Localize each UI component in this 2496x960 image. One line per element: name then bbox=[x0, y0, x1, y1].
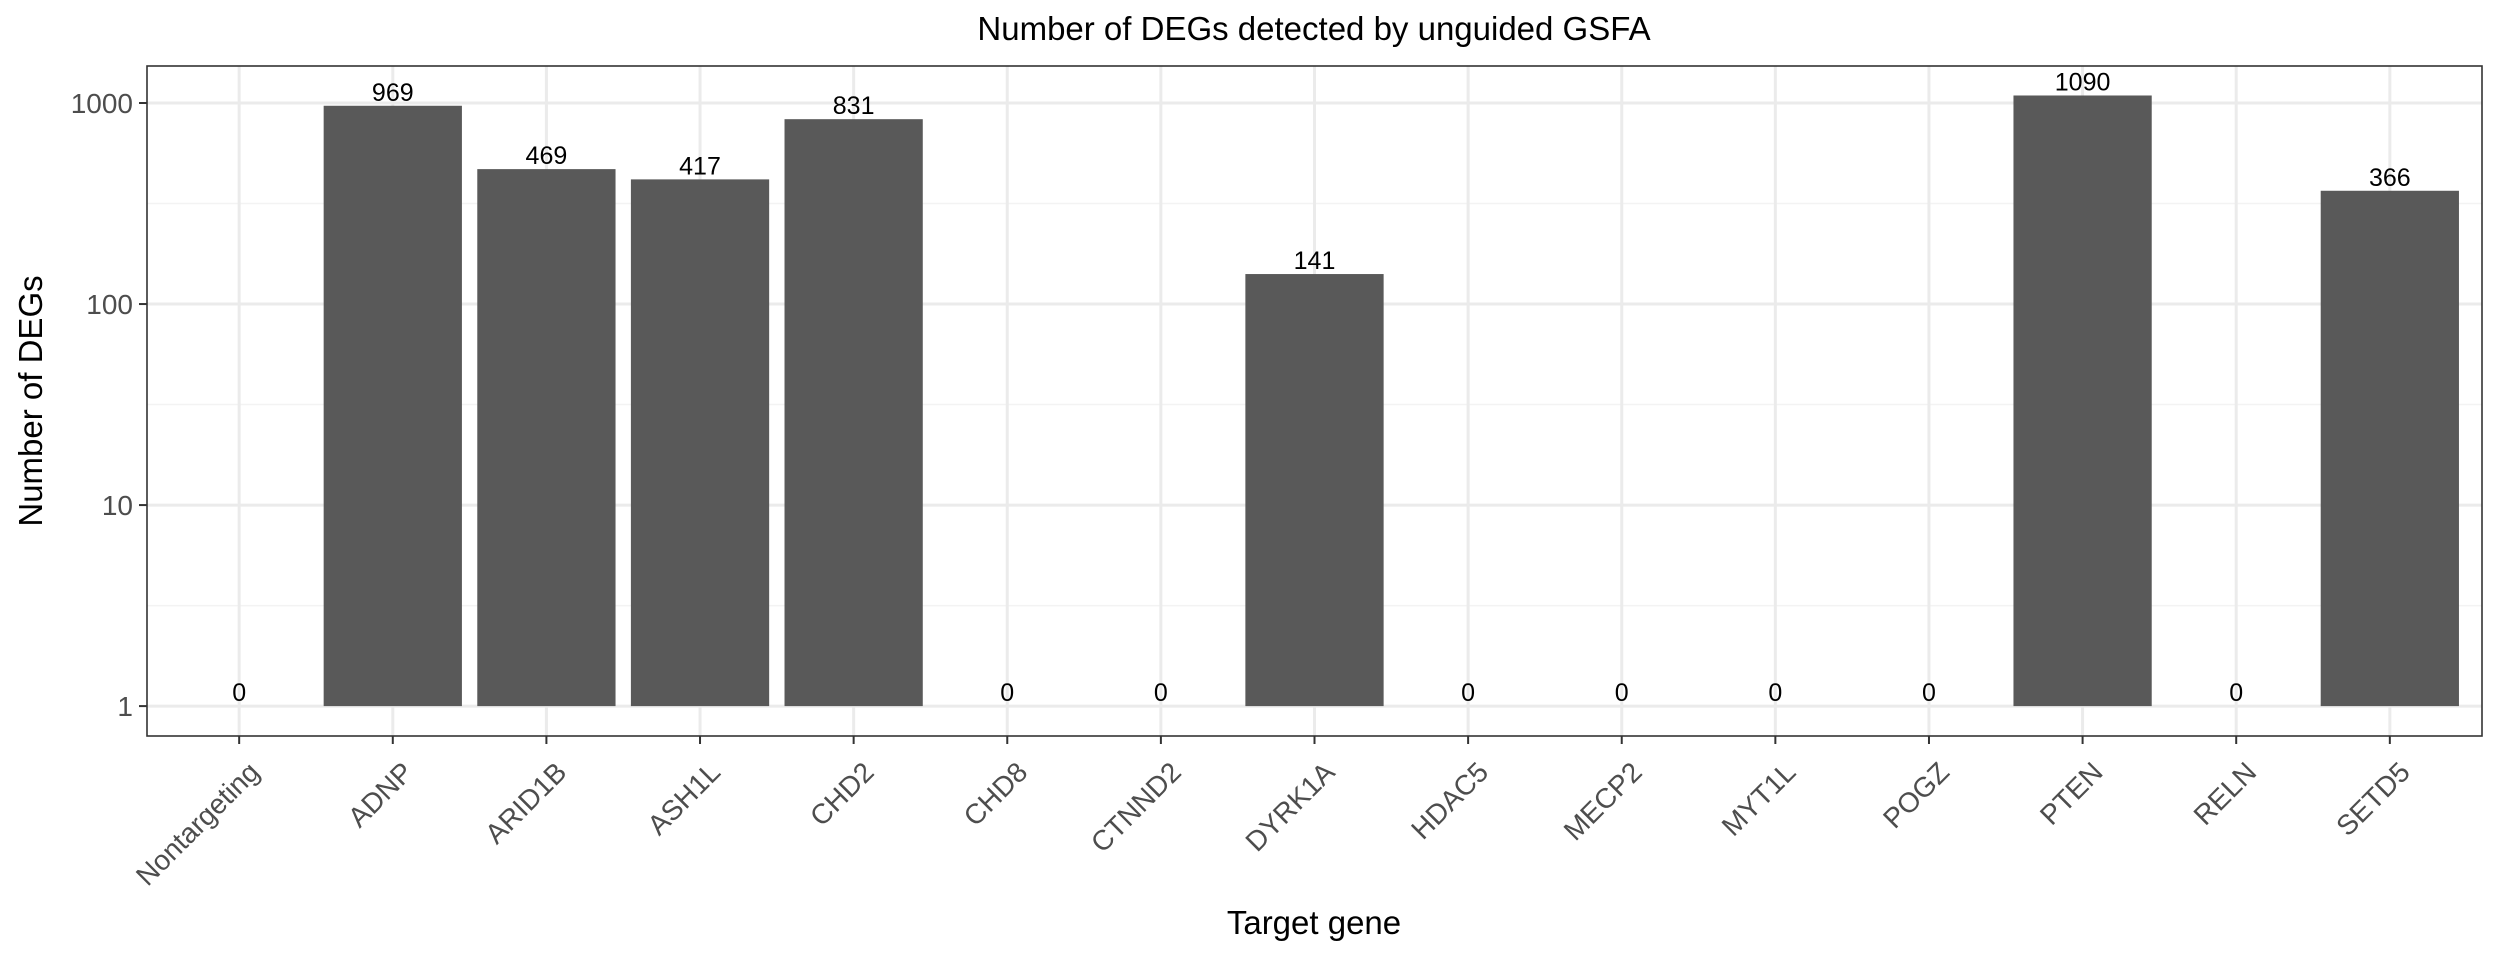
chart-title: Number of DEGs detected by unguided GSFA bbox=[977, 10, 1650, 47]
x-tick-label: HDAC5 bbox=[1405, 756, 1494, 845]
x-axis-title: Target gene bbox=[1227, 904, 1401, 941]
y-tick-label: 10 bbox=[102, 490, 133, 521]
data-label: 417 bbox=[679, 152, 721, 180]
data-label: 0 bbox=[1615, 679, 1629, 707]
data-label: 0 bbox=[1922, 679, 1936, 707]
x-tick-label: CHD2 bbox=[804, 756, 880, 832]
data-labels: 0 969 469 417 831 0 0 141 0 0 0 0 1090 0 366 bbox=[232, 68, 2410, 707]
data-label: 0 bbox=[1000, 679, 1014, 707]
data-label: 0 bbox=[1154, 679, 1168, 707]
x-axis: Nontargeting ADNP ARID1B ASH1L CHD2 CHD8 CTNND… bbox=[130, 736, 2416, 891]
data-label: 366 bbox=[2369, 164, 2411, 192]
data-label: 1090 bbox=[2055, 68, 2111, 96]
bar bbox=[2320, 190, 2459, 707]
x-tick-label: DYRK1A bbox=[1239, 756, 1340, 857]
y-axis: 1 10 100 1000 bbox=[71, 88, 147, 722]
bars bbox=[323, 95, 2459, 707]
x-tick-label: SETD5 bbox=[2330, 756, 2416, 842]
data-label: 141 bbox=[1294, 247, 1336, 275]
bar bbox=[630, 179, 770, 707]
x-tick-label: ADNP bbox=[342, 756, 419, 833]
data-label: 0 bbox=[232, 679, 246, 707]
data-label: 469 bbox=[526, 142, 568, 170]
x-tick-label: CHD8 bbox=[958, 756, 1034, 832]
y-tick-label: 1 bbox=[117, 691, 133, 722]
x-tick-label: MECP2 bbox=[1558, 756, 1648, 846]
data-label: 969 bbox=[372, 79, 414, 107]
y-tick-label: 1000 bbox=[71, 88, 133, 119]
data-label: 0 bbox=[1768, 679, 1782, 707]
bar bbox=[784, 119, 923, 707]
data-label: 0 bbox=[2229, 679, 2243, 707]
x-tick-label: RELN bbox=[2188, 756, 2263, 831]
x-tick-label: POGZ bbox=[1877, 756, 1955, 834]
bar bbox=[2013, 95, 2152, 707]
data-label: 0 bbox=[1461, 679, 1475, 707]
x-tick-label: MYT1L bbox=[1716, 756, 1802, 842]
bar bbox=[477, 169, 616, 707]
x-tick-label: PTEN bbox=[2034, 756, 2109, 831]
bar bbox=[1245, 274, 1384, 707]
bar bbox=[323, 105, 462, 707]
x-tick-label: CTNND2 bbox=[1085, 756, 1187, 858]
y-tick-label: 100 bbox=[86, 289, 133, 320]
y-axis-title: Number of DEGs bbox=[12, 275, 49, 526]
x-tick-label: ARID1B bbox=[479, 756, 572, 849]
x-tick-label: Nontargeting bbox=[130, 756, 265, 891]
data-label: 831 bbox=[833, 92, 875, 120]
x-tick-label: ASH1L bbox=[641, 756, 726, 841]
